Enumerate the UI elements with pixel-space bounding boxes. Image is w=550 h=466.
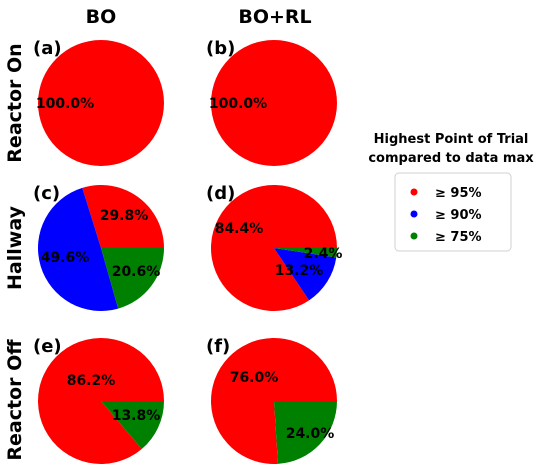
column-title-bo: BO <box>86 6 117 28</box>
panel-label-b: (b) <box>206 38 235 59</box>
pie-c-slice-0 <box>82 185 164 248</box>
pie-charts: 100.0% (a) 100.0% (b) 29.8% 49.6% 20.6% (c) 84.4… <box>33 38 342 464</box>
legend-marker-95 <box>410 188 418 196</box>
row-title-reactor-off: Reactor Off <box>4 339 26 461</box>
pie-d-slice-1 <box>274 248 337 301</box>
column-title-bo-rl: BO+RL <box>238 6 311 28</box>
panel-label-d: (d) <box>206 183 235 204</box>
pie-f-slice-1-label: 24.0% <box>286 426 335 442</box>
legend: Highest Point of Trial compared to data … <box>368 132 534 252</box>
pie-a-slice-0 <box>38 40 164 166</box>
pie-c-slice-1-label: 49.6% <box>41 250 90 266</box>
pie-d-slice-2 <box>274 248 337 258</box>
pie-b-slice-0 <box>211 40 337 166</box>
legend-marker-75 <box>410 232 418 240</box>
legend-label-90: ≥ 90% <box>435 208 482 223</box>
panel-label-c: (c) <box>33 183 60 204</box>
legend-title-line1: Highest Point of Trial <box>374 132 529 147</box>
pie-d-slice-0-label: 84.4% <box>215 221 264 237</box>
legend-label-95: ≥ 95% <box>435 186 482 201</box>
pie-c-slice-0-label: 29.8% <box>100 208 149 224</box>
legend-box <box>394 172 512 252</box>
pie-e-slice-1-label: 13.8% <box>112 408 161 424</box>
pie-c-slice-1 <box>37 187 119 312</box>
panel-label-a: (a) <box>33 38 62 59</box>
pie-e-slice-1 <box>101 401 164 450</box>
pie-a-slice-0-label: 100.0% <box>36 96 94 112</box>
panel-label-e: (e) <box>33 336 62 357</box>
pie-c-slice-2-label: 20.6% <box>112 264 161 280</box>
pie-e-slice-0-label: 86.2% <box>67 373 116 389</box>
panel-label-f: (f) <box>206 336 230 357</box>
pie-f-slice-1 <box>274 401 337 464</box>
legend-marker-90 <box>410 210 418 218</box>
legend-label-75: ≥ 75% <box>435 230 482 245</box>
pie-c-slice-2 <box>101 248 164 309</box>
pie-f-slice-0-label: 76.0% <box>230 370 279 386</box>
pie-b-slice-0-label: 100.0% <box>209 96 267 112</box>
pie-d-slice-0 <box>211 185 337 311</box>
row-title-hallway: Hallway <box>4 205 26 290</box>
pie-d-slice-1-label: 13.2% <box>275 263 324 279</box>
pie-d-slice-2-label: 2.4% <box>304 246 343 262</box>
legend-title-line2: compared to data max <box>368 151 534 166</box>
row-title-reactor-on: Reactor On <box>4 43 26 162</box>
